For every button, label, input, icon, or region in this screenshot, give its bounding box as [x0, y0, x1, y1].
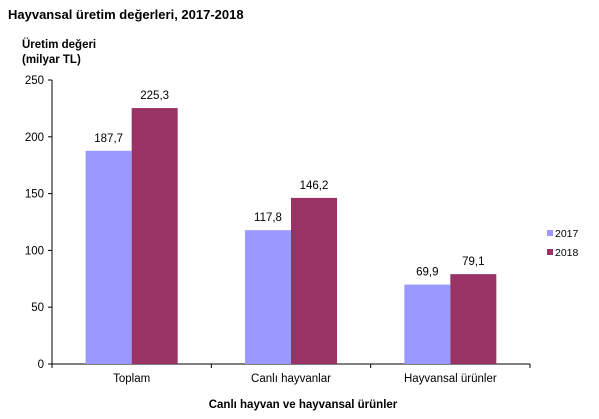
y-tick-label: 200 — [25, 132, 44, 144]
chart-title: Hayvansal üretim değerleri, 2017-2018 — [8, 7, 244, 22]
bar-2018 — [131, 108, 178, 364]
bar-2017 — [245, 230, 291, 364]
bar-2017 — [85, 150, 132, 364]
legend-label: 2017 — [555, 228, 579, 240]
data-label: 146,2 — [300, 180, 329, 192]
axes: 0 50 100 150 200 250 Toplam Canlı hayvanlar Hayv… — [25, 75, 531, 385]
data-label: 225,3 — [140, 90, 169, 102]
data-labels: 187,7 225,3 117,8 146,2 69,9 79,1 — [94, 90, 484, 279]
y-tick-label: 150 — [25, 189, 44, 201]
bar-2018 — [291, 197, 337, 364]
x-axis-title: Canlı hayvan ve hayvansal ürünler — [209, 399, 398, 411]
y-axis-label: Üretim değeri (milyar TL) — [22, 38, 96, 68]
y-tick-label: 250 — [25, 75, 44, 87]
x-tick-label: Canlı hayvanlar — [251, 373, 331, 385]
legend-swatch-2018 — [547, 249, 553, 255]
legend-label: 2018 — [555, 247, 579, 259]
x-tick-label: Toplam — [113, 373, 150, 385]
bars — [85, 108, 497, 364]
legend: 2017 2018 — [547, 228, 579, 259]
data-label: 69,9 — [416, 267, 438, 279]
data-label: 79,1 — [462, 256, 484, 268]
y-tick-label: 50 — [31, 302, 44, 314]
y-axis-label-line-2: (milyar TL) — [22, 54, 81, 66]
data-label: 117,8 — [254, 212, 282, 224]
bar-2017 — [404, 284, 451, 364]
y-tick-label: 100 — [25, 245, 44, 257]
y-axis-label-line-1: Üretim değeri — [22, 39, 97, 51]
y-tick-label: 0 — [38, 359, 44, 371]
bar-2018 — [450, 274, 497, 364]
data-label: 187,7 — [94, 133, 123, 145]
x-tick-label: Hayvansal ürünler — [404, 373, 497, 385]
legend-swatch-2017 — [547, 230, 553, 236]
